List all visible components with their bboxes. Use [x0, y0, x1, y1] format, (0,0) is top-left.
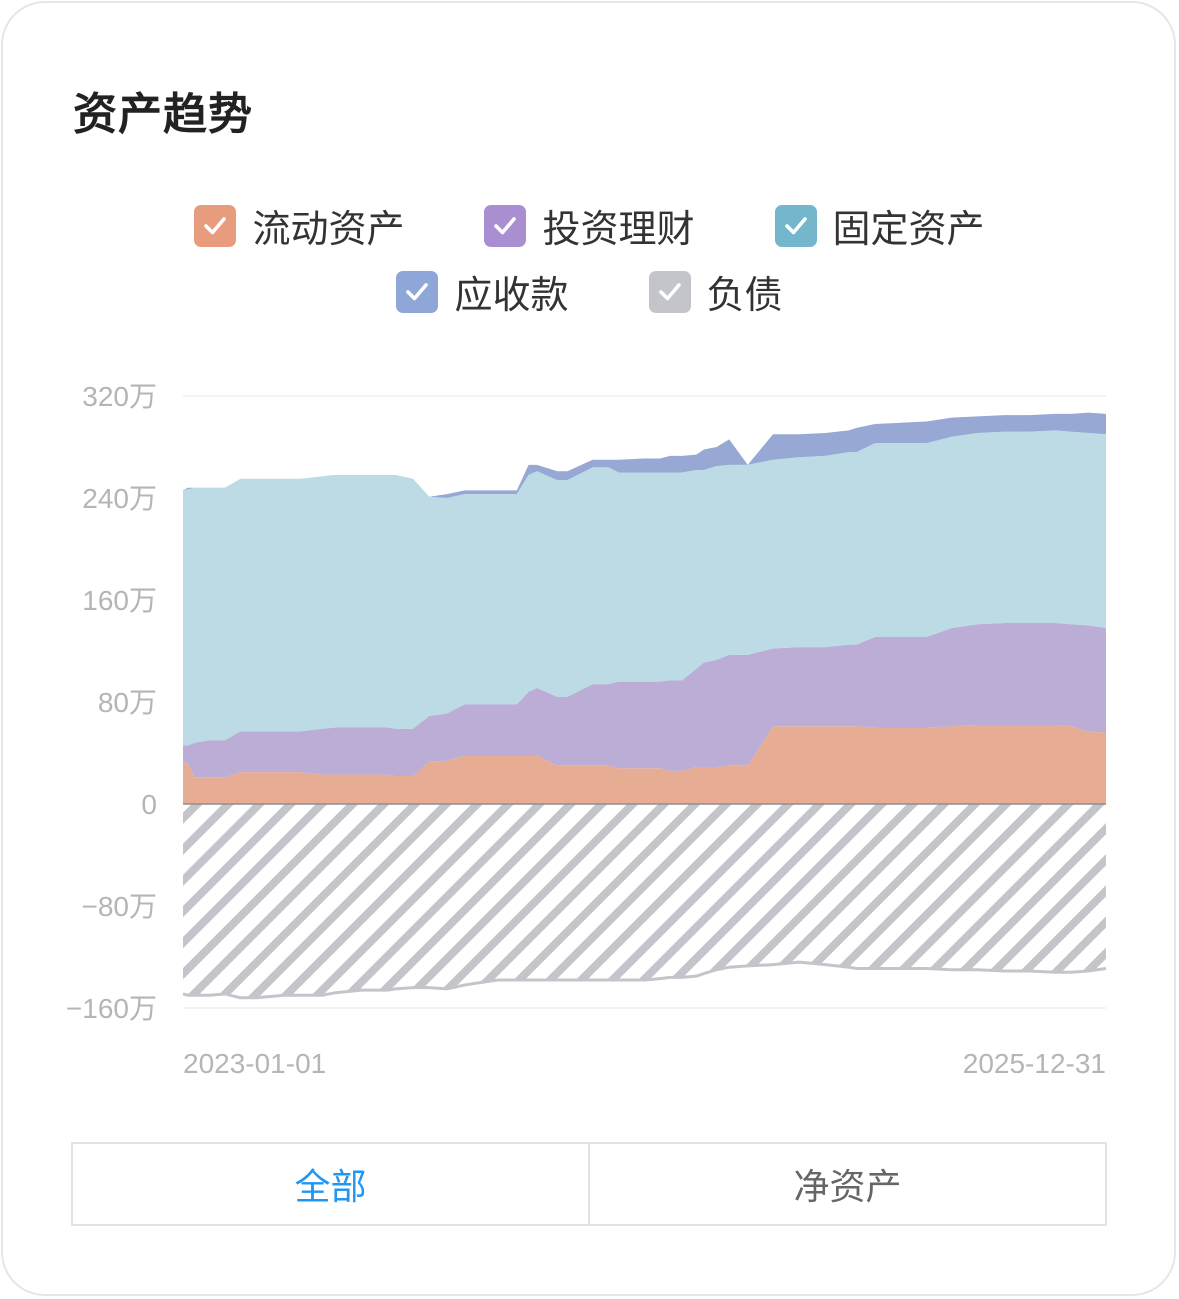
tab-net-assets[interactable]: 净资产 — [588, 1144, 1105, 1224]
legend-label: 固定资产 — [832, 207, 985, 251]
legend-item-current-assets[interactable]: 流动资产 — [194, 198, 404, 253]
legend-label: 流动资产 — [252, 207, 405, 251]
area-liabilities — [183, 804, 1106, 998]
view-switch: 全部 净资产 — [71, 1142, 1107, 1226]
stacked-area-chart: 320万 240万 160万 80万 0 −80万 −160万 2023-01-01 2025-… — [66, 381, 1107, 1079]
check-icon — [484, 204, 527, 247]
tab-all[interactable]: 全部 — [294, 1167, 367, 1208]
y-tick-label: 320万 — [82, 381, 157, 412]
y-tick-label: 80万 — [98, 687, 157, 718]
legend-row: 应收款 负债 — [0, 264, 1179, 319]
legend-item-liabilities[interactable]: 负债 — [648, 264, 783, 319]
legend-label: 负债 — [706, 273, 783, 317]
liabilities-line — [182, 960, 1107, 1000]
legend-item-fixed-assets[interactable]: 固定资产 — [774, 198, 985, 253]
legend-label: 应收款 — [454, 273, 569, 317]
check-icon — [648, 270, 691, 313]
card-title: 资产趋势 — [73, 89, 253, 140]
x-tick-label: 2023-01-01 — [183, 1048, 326, 1079]
y-tick-label: 160万 — [82, 585, 157, 616]
legend-item-investments[interactable]: 投资理财 — [484, 198, 695, 253]
y-tick-label: −80万 — [82, 891, 158, 922]
area-receivables — [183, 412, 1106, 498]
area-fixed-assets-overlay — [183, 430, 1106, 746]
check-icon — [774, 204, 817, 247]
y-tick-label: −160万 — [66, 993, 157, 1024]
x-tick-label: 2025-12-31 — [963, 1048, 1106, 1079]
legend-row: 流动资产 投资理财 固定资产 — [0, 198, 1179, 253]
axes: 320万 240万 160万 80万 0 −80万 −160万 2023-01-01 2025-… — [66, 381, 1106, 1079]
y-tick-label: 240万 — [82, 483, 157, 514]
legend-label: 投资理财 — [542, 207, 695, 251]
y-tick-label: 0 — [141, 789, 157, 820]
series-areas — [182, 412, 1107, 1000]
legend-item-receivables[interactable]: 应收款 — [396, 264, 569, 319]
check-icon — [396, 270, 439, 313]
area-investments — [183, 622, 1106, 778]
area-current-assets — [183, 724, 1106, 804]
check-icon — [194, 204, 237, 247]
